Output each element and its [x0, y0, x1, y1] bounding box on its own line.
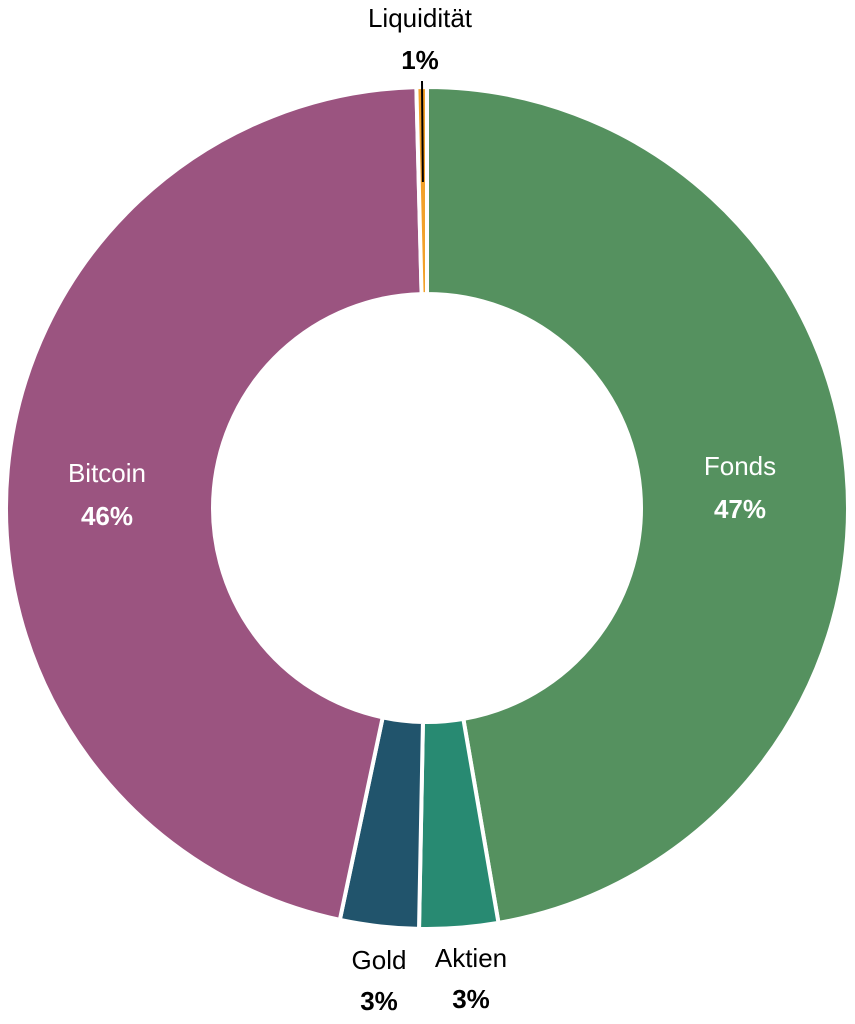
- slice-value-liquidität: 1%: [401, 45, 439, 75]
- slice-label-gold: Gold: [352, 945, 407, 975]
- chart-leader-lines: [421, 80, 424, 183]
- chart-slices: [4, 84, 850, 931]
- chart-labels: Fonds 47% Aktien 3% Gold 3% Bitcoin 46% Liquidit…: [68, 3, 776, 1016]
- slice-value-bitcoin: 46%: [81, 501, 133, 531]
- leader-line-liquidität: [421, 80, 424, 183]
- slice-label-liquidität: Liquidität: [368, 3, 473, 33]
- slice-label-bitcoin: Bitcoin: [68, 458, 146, 488]
- slice-value-aktien: 3%: [452, 984, 490, 1014]
- slice-fonds: [425, 84, 850, 926]
- slice-value-fonds: 47%: [714, 494, 766, 524]
- slice-label-fonds: Fonds: [704, 451, 776, 481]
- slice-bitcoin: [4, 85, 424, 923]
- slice-value-gold: 3%: [360, 986, 398, 1016]
- slice-label-aktien: Aktien: [435, 943, 507, 973]
- slice-liquidität: [414, 84, 429, 297]
